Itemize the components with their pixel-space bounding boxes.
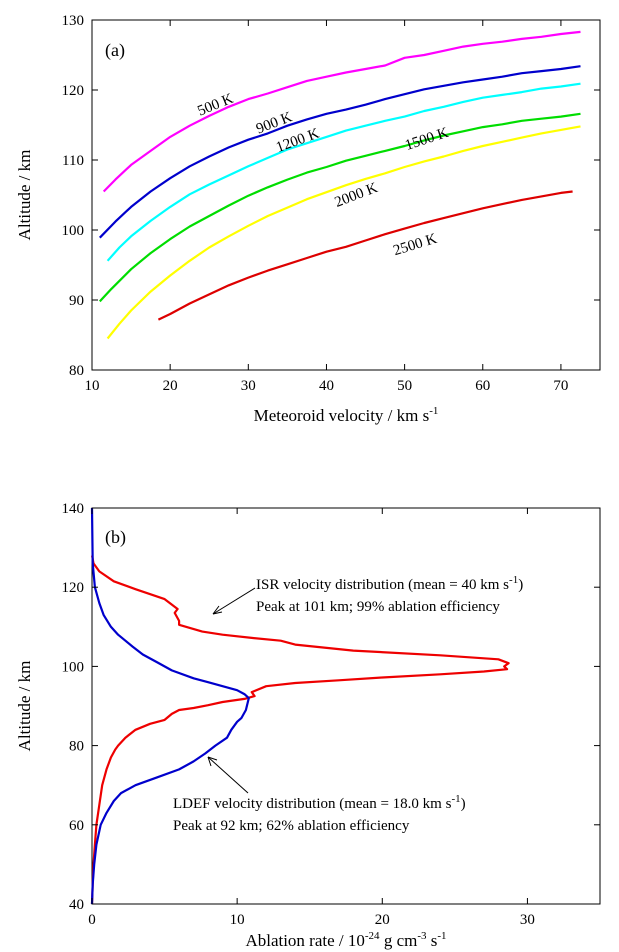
x-tick-label: 20 — [163, 378, 178, 394]
y-tick-label: 60 — [69, 818, 84, 834]
panel-b-label: (b) — [105, 527, 126, 548]
y-tick-label: 120 — [62, 580, 85, 596]
series-line-1500-k — [98, 112, 581, 303]
panel-a-ylabel: Altitude / km — [15, 150, 34, 241]
ldef-arrowhead — [207, 756, 218, 767]
y-tick-label: 100 — [62, 659, 85, 675]
series-line-2500-k — [157, 190, 573, 321]
panel-b-xlabel: Ablation rate / 10-24 g cm-3 s-1 — [245, 930, 446, 950]
ldef-arrow — [207, 756, 249, 794]
x-tick-label: 70 — [553, 378, 568, 394]
isr-annotation-line1: ISR velocity distribution (mean = 40 km … — [256, 574, 523, 593]
curve-label: 900 K — [254, 109, 295, 137]
ldef-annotation-line1: LDEF velocity distribution (mean = 18.0 … — [173, 793, 466, 812]
curve-label: 500 K — [195, 91, 236, 120]
series-line-ldef-velocity-distribution — [90, 507, 250, 905]
panel-b-series-group — [90, 507, 510, 905]
x-tick-label: 20 — [375, 912, 390, 928]
y-tick-label: 110 — [62, 153, 84, 169]
y-tick-label: 140 — [62, 501, 85, 517]
panel-b-ticks: 0 10 20 30 40 60 80 100 120 140 — [62, 501, 600, 928]
y-tick-label: 40 — [69, 897, 84, 913]
isr-annotation-line2: Peak at 101 km; 99% ablation efficiency — [256, 599, 500, 615]
x-tick-label: 40 — [319, 378, 334, 394]
x-tick-label: 10 — [85, 378, 100, 394]
isr-arrow — [212, 587, 256, 615]
isr-arrowhead — [212, 605, 223, 615]
x-tick-label: 50 — [397, 378, 412, 394]
y-tick-label: 90 — [69, 293, 84, 309]
panel-a-series-group — [98, 30, 581, 340]
x-tick-label: 60 — [475, 378, 490, 394]
x-tick-label: 30 — [520, 912, 535, 928]
y-tick-label: 120 — [62, 83, 85, 99]
y-tick-label: 80 — [69, 739, 84, 755]
panel-a-xlabel: Meteoroid velocity / km s-1 — [254, 405, 439, 425]
series-line-500-k — [102, 30, 581, 193]
ldef-annotation-line2: Peak at 92 km; 62% ablation efficiency — [173, 818, 410, 834]
series-line-900-k — [99, 65, 581, 239]
panel-a: 10 20 30 40 50 60 70 80 90 100 110 120 130 500 K 900 … — [15, 13, 601, 425]
x-tick-label: 30 — [241, 378, 256, 394]
x-tick-label: 10 — [230, 912, 245, 928]
curve-label: 1200 K — [274, 126, 322, 156]
y-tick-label: 80 — [69, 363, 84, 379]
series-line-2000-k — [106, 125, 581, 340]
panel-a-label: (a) — [105, 40, 125, 61]
series-line-1200-k — [106, 82, 581, 262]
panel-b: 0 10 20 30 40 60 80 100 120 140 (b) ISR velocity … — [15, 501, 601, 950]
series-line-isr-velocity-distribution — [90, 555, 510, 905]
panel-a-frame — [91, 19, 601, 371]
curve-label: 2000 K — [333, 180, 381, 211]
panel-a-ticks: 10 20 30 40 50 60 70 80 90 100 110 120 130 — [62, 13, 600, 394]
curve-label: 1500 K — [403, 125, 451, 154]
y-tick-label: 130 — [62, 13, 85, 29]
curve-label: 2500 K — [392, 231, 439, 259]
panel-b-ylabel: Altitude / km — [15, 661, 34, 752]
y-tick-label: 100 — [62, 223, 85, 239]
panel-b-frame — [91, 507, 601, 905]
x-tick-label: 0 — [88, 912, 96, 928]
